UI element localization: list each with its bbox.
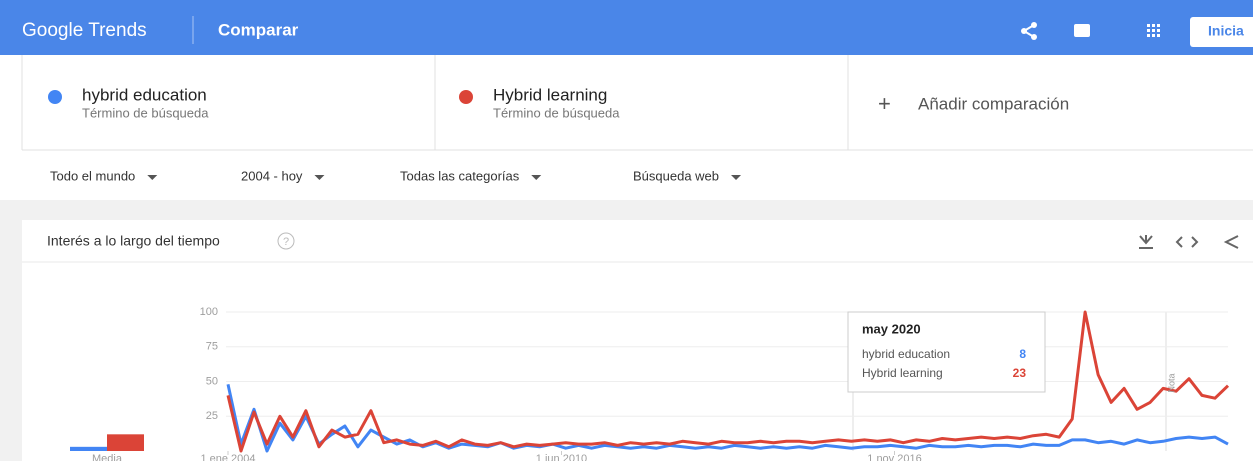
logo[interactable]: Google Trends — [22, 20, 147, 41]
x-tick-label: 1 nov 2016 — [867, 453, 921, 461]
term-dot — [48, 90, 62, 104]
screen: Google Trends Comparar Inicia + Añadir c… — [0, 0, 1253, 461]
dropdown-arrow[interactable] — [731, 175, 741, 180]
dropdown-arrow[interactable] — [314, 175, 324, 180]
tooltip-term: Hybrid learning — [862, 366, 943, 380]
term-name[interactable]: hybrid education — [82, 85, 207, 104]
filter[interactable]: Todas las categorías — [400, 168, 520, 183]
term-dot — [459, 90, 473, 104]
dropdown-arrow[interactable] — [531, 175, 541, 180]
filter[interactable]: Todo el mundo — [50, 168, 135, 183]
tooltip-value: 23 — [1013, 366, 1027, 380]
feedback-icon[interactable] — [1074, 24, 1090, 37]
apps-icon[interactable] — [1147, 24, 1160, 37]
chart-title: Interés a lo largo del tiempo — [47, 233, 220, 249]
annotation: Nota — [1166, 373, 1176, 392]
term-name[interactable]: Hybrid learning — [493, 85, 607, 104]
add-comparison[interactable]: Añadir comparación — [918, 94, 1069, 113]
tooltip-value: 8 — [1019, 347, 1026, 361]
average-bar — [107, 434, 144, 451]
help-icon[interactable]: ? — [283, 236, 289, 248]
average-label: Media — [92, 453, 123, 461]
add-icon[interactable]: + — [878, 91, 891, 116]
x-tick-label: 1 jun 2010 — [536, 453, 587, 461]
term-kind: Término de búsqueda — [82, 105, 209, 120]
y-tick-label: 25 — [206, 410, 218, 422]
signin-label[interactable]: Inicia — [1208, 23, 1244, 39]
page-title: Comparar — [218, 20, 299, 39]
y-tick-label: 100 — [200, 306, 218, 318]
tooltip: may 2020 hybrid education 8 Hybrid learning… — [848, 312, 1045, 392]
top-bar — [0, 0, 1253, 55]
filter[interactable]: Búsqueda web — [633, 168, 719, 183]
filter[interactable]: 2004 - hoy — [241, 168, 303, 183]
term-kind: Término de búsqueda — [493, 105, 620, 120]
y-tick-label: 50 — [206, 375, 218, 387]
tooltip-title: may 2020 — [862, 321, 921, 336]
page: {"header": {"logo": "Google Trends", "ti… — [0, 0, 1253, 461]
x-tick-label: 1 ene 2004 — [200, 453, 255, 461]
dropdown-arrow[interactable] — [147, 175, 157, 180]
average-bar — [70, 447, 107, 451]
y-tick-label: 75 — [206, 341, 218, 353]
tooltip-term: hybrid education — [862, 347, 950, 361]
